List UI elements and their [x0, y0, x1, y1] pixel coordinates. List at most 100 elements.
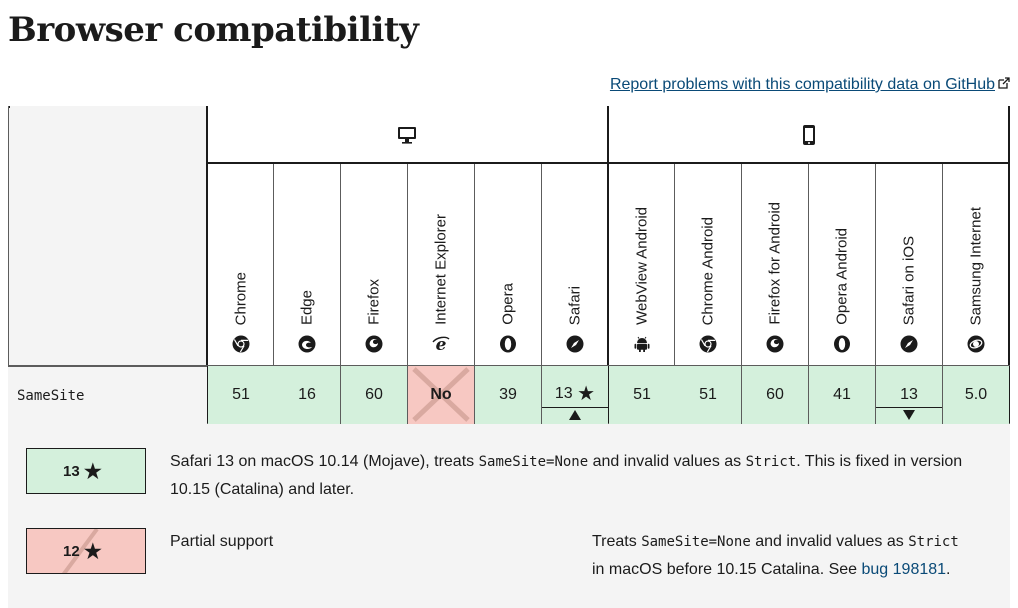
note-text-part: in macOS before 10.15 Catalina. See: [592, 561, 862, 578]
support-version-with-note: 13 ★: [542, 381, 608, 406]
bug-link[interactable]: bug 198181: [861, 561, 947, 578]
browser-name: Safari on iOS: [900, 235, 918, 325]
support-cell-opera: 39: [475, 366, 541, 424]
note-star-icon: ★: [577, 383, 596, 405]
toggle-divider: [876, 407, 942, 408]
support-version: 60: [365, 386, 383, 403]
note-code: Strict: [745, 454, 797, 470]
browser-name: Samsung Internet: [967, 206, 985, 325]
support-version: 5.0: [964, 386, 988, 403]
note-2-label: Partial support: [170, 533, 274, 550]
support-notes-panel: 13 ★ Safari 13 on macOS 10.14 (Mojave), …: [8, 424, 1010, 608]
note-text-part: . This is fixed in version: [796, 453, 963, 470]
browser-header-internet-explorer: Internet Explorer e: [408, 164, 474, 365]
support-cell-internet-explorer: No: [408, 366, 474, 424]
support-cell-firefox: 60: [341, 366, 407, 424]
firefox-icon: [766, 335, 784, 353]
browser-header-opera: Opera: [475, 164, 541, 365]
browser-name: Internet Explorer: [432, 214, 450, 325]
browser-name: Firefox for Android: [766, 202, 784, 325]
safari-icon: [566, 335, 584, 353]
note-2-version: 12: [63, 543, 80, 560]
support-version: 51: [699, 386, 717, 403]
opera-icon: [500, 335, 516, 353]
firefox-icon: [365, 335, 383, 353]
support-version: 39: [499, 386, 517, 403]
chrome-icon: [232, 335, 250, 353]
support-cell-samsung-internet: 5.0: [943, 366, 1009, 424]
support-version: 60: [766, 386, 784, 403]
partial-support-strike: [61, 529, 99, 573]
browser-name: WebView Android: [633, 207, 651, 325]
note-text-part: and invalid values as: [750, 533, 909, 550]
browser-name: Edge: [298, 289, 316, 325]
browser-header-webview-android: WebView Android: [609, 164, 675, 365]
browser-name: Safari: [566, 285, 584, 325]
note-text-part: Treats: [592, 533, 642, 550]
note-1-version-box: 13 ★: [26, 448, 146, 494]
opera-icon: [834, 335, 850, 353]
support-cell-chrome-android: 51: [675, 366, 741, 424]
report-problems-link[interactable]: Report problems with this compatibility …: [610, 76, 1010, 94]
note-star-icon: ★: [83, 461, 102, 483]
support-version: 13: [554, 385, 573, 402]
browser-header-samsung-internet: Samsung Internet: [943, 164, 1009, 365]
support-version: No: [430, 386, 452, 403]
android-icon: [634, 336, 650, 352]
browser-header-edge: Edge: [274, 164, 340, 365]
compat-table: Chrome Edge Firefox Internet Explorer e …: [8, 106, 1010, 424]
browser-name: Firefox: [365, 279, 383, 325]
browser-name: Opera Android: [833, 228, 851, 325]
note-text-part: 10.15 (Catalina) and later.: [170, 481, 355, 498]
browser-header-firefox-android: Firefox for Android: [742, 164, 808, 365]
note-2-text: Treats SameSite=None and invalid values …: [592, 528, 1002, 584]
browser-name: Chrome: [232, 271, 250, 325]
support-cell-webview-android: 51: [609, 366, 675, 424]
edge-icon: [298, 335, 316, 353]
support-version: 16: [298, 386, 316, 403]
report-problems-label: Report problems with this compatibility …: [609, 76, 995, 93]
support-cell-firefox-android: 60: [742, 366, 808, 424]
toggle-divider: [542, 407, 608, 408]
browser-header-safari: Safari: [542, 164, 608, 365]
desktop-icon: [396, 124, 418, 146]
support-version: 51: [232, 386, 250, 403]
note-text-part: .: [946, 561, 951, 578]
support-version: 13: [900, 386, 918, 403]
note-code: Strict: [908, 534, 959, 550]
chrome-icon: [699, 335, 717, 353]
table-corner: [8, 106, 207, 365]
note-text-part: and invalid values as: [588, 453, 746, 470]
browser-header-chrome: Chrome: [208, 164, 274, 365]
svg-text:e: e: [436, 335, 447, 353]
support-cell-edge: 16: [274, 366, 340, 424]
browser-header-chrome-android: Chrome Android: [675, 164, 741, 365]
feature-row-label: SameSite: [8, 366, 207, 424]
note-2-version-box: 12 ★: [26, 528, 146, 574]
browser-header-opera-android: Opera Android: [809, 164, 875, 365]
note-text-part: Safari 13 on macOS 10.14 (Mojave), treat…: [170, 453, 479, 470]
mobile-icon: [798, 124, 820, 146]
support-cell-safari[interactable]: 13 ★: [542, 366, 608, 424]
safari-icon: [900, 335, 918, 353]
browser-name: Chrome Android: [699, 216, 717, 325]
support-cell-opera-android: 41: [809, 366, 875, 424]
internet-explorer-icon: e: [432, 335, 450, 353]
collapse-arrow-icon[interactable]: [569, 410, 581, 420]
note-star-icon: ★: [83, 541, 102, 563]
support-version: 51: [633, 386, 651, 403]
browser-name: Opera: [499, 283, 517, 325]
note-1-version: 13: [63, 463, 80, 480]
support-version: 41: [833, 386, 851, 403]
note-1-text: Safari 13 on macOS 10.14 (Mojave), treat…: [170, 448, 1000, 504]
external-link-icon: [998, 77, 1010, 89]
support-cell-safari-ios[interactable]: 13: [876, 366, 942, 424]
note-code: SameSite=None: [641, 534, 751, 550]
page-title: Browser compatibility: [8, 10, 419, 50]
feature-name: SameSite: [17, 388, 85, 404]
expand-arrow-icon[interactable]: [903, 410, 915, 420]
browser-header-safari-ios: Safari on iOS: [876, 164, 942, 365]
samsung-internet-icon: [967, 335, 985, 353]
browser-header-firefox: Firefox: [341, 164, 407, 365]
note-code: SameSite=None: [478, 454, 589, 470]
